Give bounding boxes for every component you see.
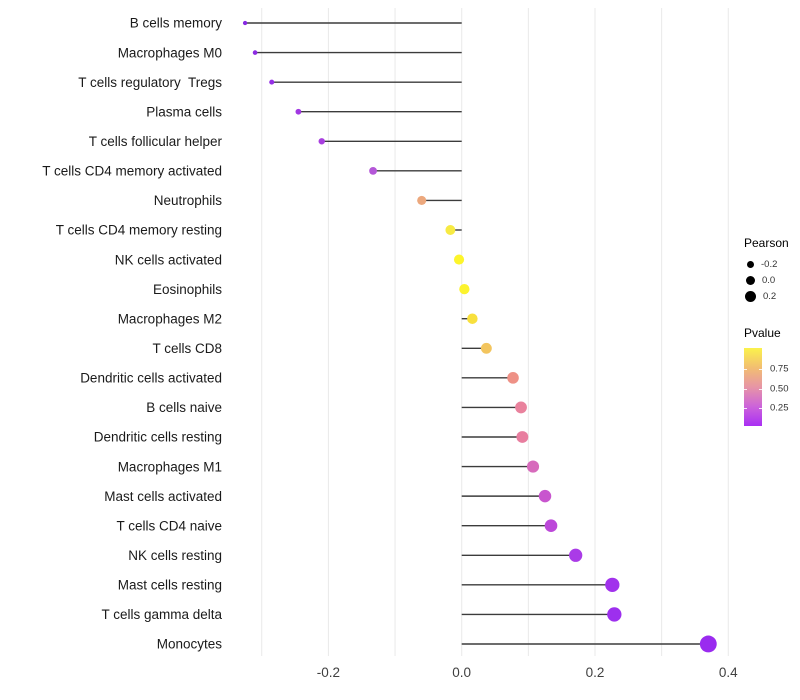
legend-dot-small-icon xyxy=(747,260,754,268)
x-tick-label: 0.0 xyxy=(452,665,471,680)
lollipop-dot xyxy=(516,431,529,443)
colorbar-notch xyxy=(744,369,747,371)
row-label: Monocytes xyxy=(157,637,223,652)
row-label: T cells CD4 memory activated xyxy=(42,164,222,179)
pvalue-legend-title: Pvalue xyxy=(744,326,781,340)
row-label: B cells naive xyxy=(146,400,222,415)
row-label: Dendritic cells activated xyxy=(80,371,222,386)
row-label: NK cells resting xyxy=(128,548,222,563)
lollipop-dot xyxy=(445,225,456,235)
lollipop-dot xyxy=(295,108,302,115)
colorbar-tick-label: 0.75 xyxy=(770,363,789,375)
row-label: Macrophages M1 xyxy=(118,459,222,474)
lollipop-dot xyxy=(526,460,540,473)
lollipop-dot xyxy=(544,519,558,533)
row-label: Dendritic cells resting xyxy=(94,430,222,445)
lollipop-dot xyxy=(480,342,492,354)
row-label: T cells follicular helper xyxy=(89,134,223,149)
pearson-legend-title: Pearson xyxy=(744,236,789,250)
colorbar-notch xyxy=(759,388,762,390)
lollipop-dot xyxy=(507,372,519,384)
row-label: T cells CD8 xyxy=(152,341,222,356)
row-label: T cells CD4 memory resting xyxy=(56,223,222,238)
lollipop-dot xyxy=(515,401,527,414)
row-label: Neutrophils xyxy=(154,193,223,208)
lollipop-dot xyxy=(699,635,717,653)
lollipop-dot xyxy=(607,607,622,622)
legend-dot-medium-icon xyxy=(746,275,755,285)
pvalue-colorbar: 0.75 0.50 0.25 xyxy=(744,348,789,426)
legend-entry-label: -0.2 xyxy=(761,258,778,270)
x-tick-label: 0.4 xyxy=(719,665,738,680)
lollipop-dot xyxy=(467,313,478,324)
lollipop-dot xyxy=(453,254,465,265)
legend-dot-large-icon xyxy=(745,290,756,302)
lollipop-dot xyxy=(369,166,377,175)
row-label: Mast cells resting xyxy=(118,578,222,593)
pearson-legend-entry: -0.2 xyxy=(744,256,800,272)
pvalue-color-legend: Pvalue 0.75 0.50 0.25 xyxy=(744,326,800,426)
lollipop-dot xyxy=(569,548,583,562)
colorbar-tick-label: 0.50 xyxy=(770,383,789,395)
colorbar-notch xyxy=(759,408,762,410)
legend-entry-label: 0.2 xyxy=(763,290,777,302)
lollipop-dot xyxy=(538,489,552,503)
row-label: T cells CD4 naive xyxy=(116,518,222,533)
legend: Pearson -0.2 0.0 0.2 Pvalue 0.75 0.50 0.… xyxy=(744,236,800,426)
x-tick-label: 0.2 xyxy=(586,665,605,680)
x-tick-label: -0.2 xyxy=(317,665,340,680)
pearson-legend-entry: 0.0 xyxy=(744,272,800,288)
colorbar-tick-label: 0.25 xyxy=(770,402,789,414)
pearson-legend-entry: 0.2 xyxy=(744,288,800,304)
pearson-size-legend: Pearson -0.2 0.0 0.2 xyxy=(744,236,800,304)
colorbar-notch xyxy=(744,408,747,410)
legend-entry-label: 0.0 xyxy=(762,274,776,286)
lollipop-dot xyxy=(242,20,248,26)
row-label: Mast cells activated xyxy=(104,489,222,504)
row-label: Plasma cells xyxy=(146,104,222,119)
row-label: Eosinophils xyxy=(153,282,222,297)
row-label: NK cells activated xyxy=(115,252,222,267)
row-label: Macrophages M2 xyxy=(118,311,222,326)
row-label: Macrophages M0 xyxy=(118,45,222,60)
row-label: T cells gamma delta xyxy=(101,607,222,622)
lollipop-dot xyxy=(417,195,427,205)
lollipop-dot xyxy=(318,138,325,145)
colorbar-notch xyxy=(744,388,747,390)
row-label: T cells regulatory Tregs xyxy=(78,75,222,90)
colorbar-notch xyxy=(759,369,762,371)
row-label: B cells memory xyxy=(130,16,223,31)
lollipop-dot xyxy=(269,79,275,85)
lollipop-dot xyxy=(605,577,620,592)
lollipop-dot xyxy=(252,50,258,55)
lollipop-dot xyxy=(459,284,470,295)
